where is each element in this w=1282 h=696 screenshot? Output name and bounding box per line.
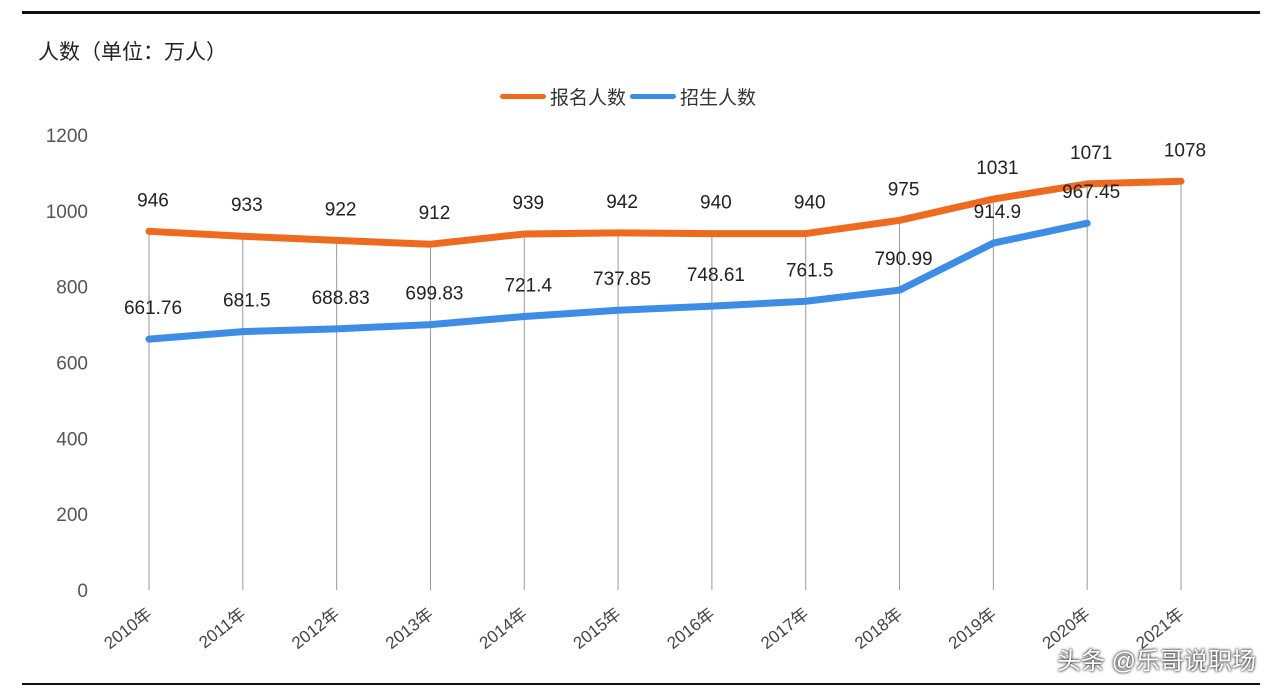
data-label: 942 bbox=[606, 192, 638, 213]
data-label: 790.99 bbox=[874, 249, 932, 270]
legend-label-applicants: 报名人数 bbox=[550, 88, 627, 109]
data-label: 975 bbox=[888, 179, 920, 200]
x-tick-label: 2011年 bbox=[195, 604, 249, 652]
x-tick-label: 2019年 bbox=[945, 604, 1000, 653]
legend-label-enrolled: 招生人数 bbox=[680, 88, 757, 109]
y-tick-label: 200 bbox=[56, 505, 88, 526]
data-label: 940 bbox=[794, 193, 826, 214]
legend-swatch-applicants bbox=[500, 94, 546, 99]
x-tick-label: 2017年 bbox=[757, 604, 812, 653]
y-tick-label: 0 bbox=[77, 581, 88, 602]
x-tick-label: 2016年 bbox=[663, 604, 718, 653]
data-label: 688.83 bbox=[312, 288, 370, 309]
x-tick-label: 2010年 bbox=[101, 604, 156, 653]
legend-item-enrolled: 招生人数 bbox=[630, 83, 756, 110]
data-label: 912 bbox=[419, 203, 451, 224]
data-label: 761.5 bbox=[786, 260, 834, 281]
data-label: 940 bbox=[700, 193, 732, 214]
data-label: 721.4 bbox=[504, 275, 552, 296]
data-label: 922 bbox=[325, 199, 357, 220]
data-label: 1071 bbox=[1070, 143, 1112, 164]
data-label: 946 bbox=[137, 190, 169, 211]
x-tick-label: 2014年 bbox=[476, 604, 531, 653]
x-tick-label: 2015年 bbox=[570, 604, 625, 653]
bottom-rule bbox=[22, 683, 1260, 685]
top-rule bbox=[22, 11, 1260, 14]
data-label: 699.83 bbox=[405, 284, 463, 305]
y-tick-label: 600 bbox=[56, 354, 88, 375]
data-label: 661.76 bbox=[124, 298, 182, 319]
data-label: 967.45 bbox=[1062, 182, 1120, 203]
y-tick-label: 1000 bbox=[46, 202, 88, 223]
data-label: 914.9 bbox=[974, 202, 1022, 223]
data-label: 1031 bbox=[976, 158, 1018, 179]
x-tick-label: 2018年 bbox=[851, 604, 906, 653]
series-line-applicants bbox=[145, 177, 1185, 248]
data-label: 681.5 bbox=[223, 291, 271, 312]
legend-swatch-enrolled bbox=[630, 94, 677, 99]
x-tick-label: 2012年 bbox=[288, 604, 343, 653]
x-tick-label: 2013年 bbox=[382, 604, 437, 653]
legend-item-applicants: 报名人数 bbox=[500, 83, 626, 110]
y-tick-label: 800 bbox=[56, 278, 88, 299]
data-label: 748.61 bbox=[687, 265, 745, 286]
data-label: 737.85 bbox=[593, 269, 651, 290]
data-label: 939 bbox=[512, 193, 544, 214]
watermark: 头条 @乐哥说职场 bbox=[1056, 648, 1256, 675]
y-tick-label: 400 bbox=[56, 429, 88, 450]
data-label: 933 bbox=[231, 195, 263, 216]
legend: 报名人数 招生人数 bbox=[500, 83, 760, 110]
y-axis-unit-label: 人数（单位：万人） bbox=[38, 41, 227, 64]
y-tick-label: 1200 bbox=[46, 126, 88, 147]
data-label: 1078 bbox=[1164, 140, 1206, 161]
